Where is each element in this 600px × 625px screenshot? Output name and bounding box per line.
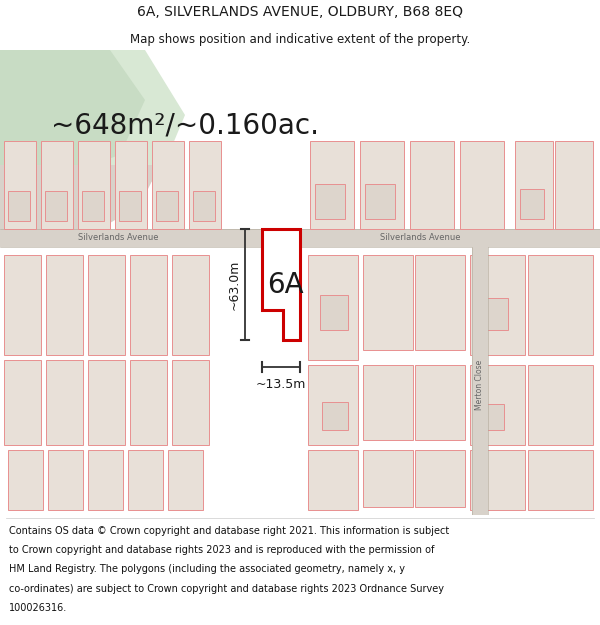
Bar <box>0 229 600 247</box>
Text: to Crown copyright and database rights 2023 and is reproduced with the permissio: to Crown copyright and database rights 2… <box>9 545 434 555</box>
Bar <box>172 360 209 445</box>
Bar <box>8 191 30 221</box>
Bar <box>128 450 163 510</box>
Bar <box>310 141 354 229</box>
Bar <box>46 360 83 445</box>
Bar <box>119 191 141 221</box>
Text: 6A, SILVERLANDS AVENUE, OLDBURY, B68 8EQ: 6A, SILVERLANDS AVENUE, OLDBURY, B68 8EQ <box>137 6 463 19</box>
Bar <box>4 255 41 355</box>
Text: Silverlands Avenue: Silverlands Avenue <box>380 234 460 242</box>
Bar <box>415 365 465 440</box>
Text: Merton Close: Merton Close <box>476 360 485 410</box>
Polygon shape <box>0 50 145 175</box>
Bar <box>360 141 404 229</box>
Bar <box>152 141 184 229</box>
Text: HM Land Registry. The polygons (including the associated geometry, namely x, y: HM Land Registry. The polygons (includin… <box>9 564 405 574</box>
Polygon shape <box>0 165 160 229</box>
Bar <box>88 255 125 355</box>
Bar <box>410 141 454 229</box>
Bar <box>528 450 593 510</box>
Text: 6A: 6A <box>266 271 304 299</box>
Bar <box>480 298 508 330</box>
Bar <box>308 255 358 360</box>
Bar <box>415 255 465 350</box>
Bar <box>308 450 358 510</box>
Text: ~13.5m: ~13.5m <box>256 379 306 391</box>
Bar <box>130 255 167 355</box>
Bar <box>41 141 73 229</box>
Bar <box>478 404 504 430</box>
Text: 100026316.: 100026316. <box>9 603 67 613</box>
Bar <box>470 255 525 355</box>
Bar <box>82 191 104 221</box>
Text: ~63.0m: ~63.0m <box>227 259 241 309</box>
Bar <box>470 450 525 510</box>
Bar <box>172 255 209 355</box>
Bar <box>472 247 488 515</box>
Bar <box>460 141 504 229</box>
Bar <box>78 141 110 229</box>
Bar <box>470 365 525 445</box>
Bar <box>8 450 43 510</box>
Bar <box>320 295 348 330</box>
Bar <box>46 255 83 355</box>
Text: ~648m²/~0.160ac.: ~648m²/~0.160ac. <box>51 111 319 139</box>
Bar <box>322 402 348 430</box>
Bar <box>315 184 345 219</box>
Text: Contains OS data © Crown copyright and database right 2021. This information is : Contains OS data © Crown copyright and d… <box>9 526 449 536</box>
Bar <box>363 255 413 350</box>
Text: co-ordinates) are subject to Crown copyright and database rights 2023 Ordnance S: co-ordinates) are subject to Crown copyr… <box>9 584 444 594</box>
Bar <box>130 360 167 445</box>
Bar <box>88 360 125 445</box>
Bar <box>168 450 203 510</box>
Bar <box>189 141 221 229</box>
Bar <box>48 450 83 510</box>
Bar <box>156 191 178 221</box>
Bar <box>4 360 41 445</box>
Bar <box>363 365 413 440</box>
Bar <box>415 450 465 507</box>
Polygon shape <box>0 50 185 225</box>
Bar <box>528 255 593 355</box>
Bar <box>88 450 123 510</box>
Bar <box>4 141 36 229</box>
Bar <box>308 365 358 445</box>
Bar <box>528 365 593 445</box>
Bar <box>365 184 395 219</box>
Bar <box>555 141 593 229</box>
Bar <box>193 191 215 221</box>
Bar <box>115 141 147 229</box>
Bar <box>515 141 553 229</box>
Text: Silverlands Avenue: Silverlands Avenue <box>78 234 158 242</box>
Text: Map shows position and indicative extent of the property.: Map shows position and indicative extent… <box>130 32 470 46</box>
Polygon shape <box>262 229 300 340</box>
Bar <box>520 189 544 219</box>
Bar <box>363 450 413 507</box>
Bar <box>45 191 67 221</box>
